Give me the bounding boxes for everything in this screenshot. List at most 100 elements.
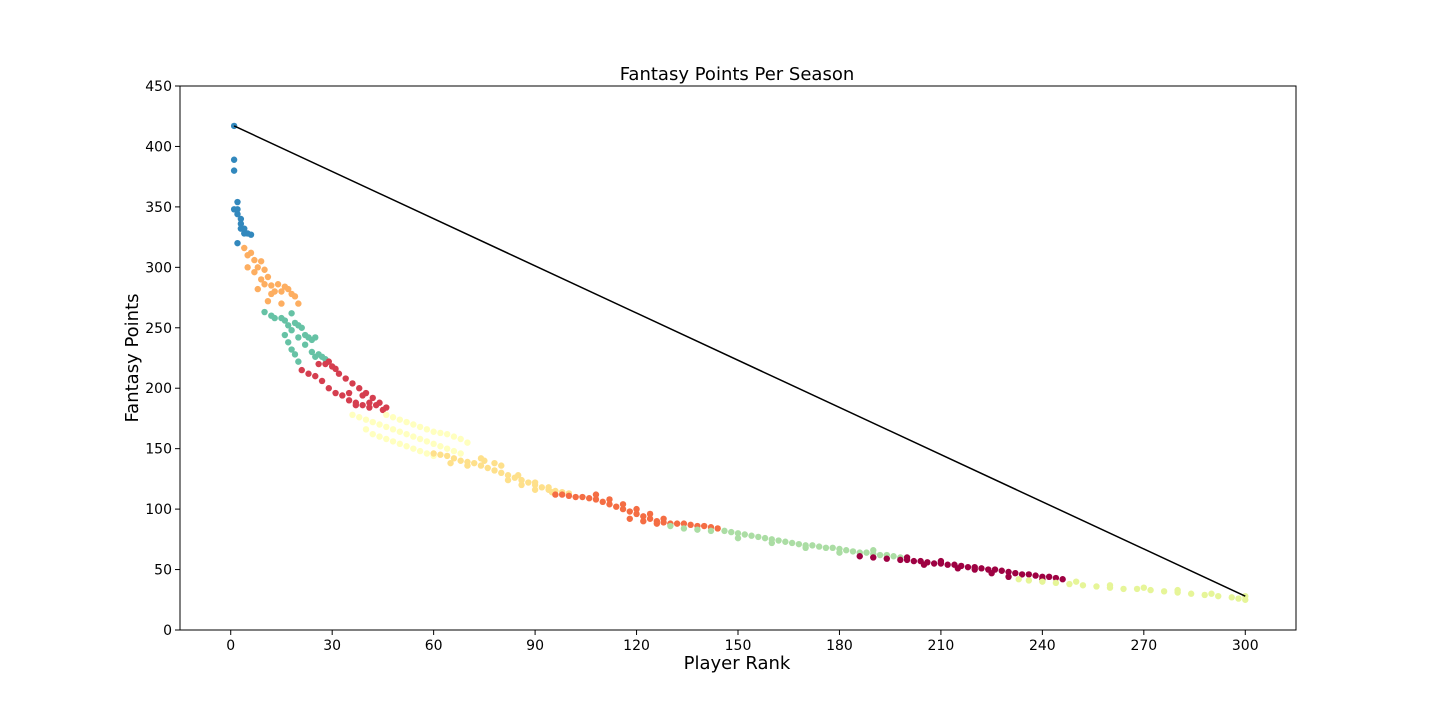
data-point — [565, 492, 573, 500]
data-point — [281, 317, 289, 324]
data-point — [450, 455, 458, 462]
data-point — [288, 346, 295, 353]
data-point — [944, 561, 951, 568]
data-point — [403, 430, 410, 438]
data-point — [257, 258, 265, 265]
data-point — [254, 285, 261, 293]
data-point — [971, 566, 978, 573]
data-point — [359, 392, 366, 399]
data-point — [285, 285, 292, 293]
data-point — [592, 496, 600, 503]
x-tick-label: 0 — [226, 638, 235, 654]
data-point — [1201, 591, 1208, 599]
data-point — [241, 225, 248, 232]
data-point — [856, 553, 863, 560]
data-point — [714, 525, 721, 532]
data-point — [274, 281, 282, 288]
data-point — [484, 464, 491, 472]
data-point — [396, 428, 404, 435]
data-point — [1025, 577, 1033, 584]
data-point — [633, 510, 640, 518]
data-point — [1093, 583, 1100, 590]
data-point — [342, 375, 349, 382]
y-tick-label: 350 — [145, 200, 172, 216]
data-point — [271, 314, 278, 322]
data-point — [788, 539, 796, 547]
x-tick-label: 120 — [623, 638, 650, 654]
data-point — [285, 339, 292, 346]
data-point — [863, 549, 870, 556]
data-point — [278, 300, 285, 307]
data-point — [870, 547, 877, 554]
data-point — [437, 451, 444, 458]
data-point — [558, 491, 566, 498]
data-point — [396, 416, 404, 423]
reference-line — [233, 125, 1246, 597]
data-point — [366, 399, 373, 406]
data-point — [457, 450, 464, 457]
data-point — [592, 491, 600, 498]
data-point — [1012, 569, 1019, 577]
data-point — [450, 433, 458, 440]
data-point — [379, 406, 387, 414]
data-point — [903, 554, 911, 561]
data-point — [230, 122, 238, 130]
data-point — [815, 543, 823, 550]
data-point — [1039, 578, 1046, 585]
data-point — [291, 293, 299, 300]
y-tick-label: 0 — [163, 623, 172, 639]
data-point — [1120, 585, 1127, 593]
data-point — [646, 510, 654, 518]
x-tick-label: 60 — [425, 638, 443, 654]
data-point — [261, 266, 268, 273]
data-point — [308, 348, 316, 356]
data-point — [457, 435, 464, 443]
data-point — [349, 411, 356, 419]
data-point — [545, 484, 552, 491]
chart-title: Fantasy Points Per Season — [620, 64, 855, 85]
data-point — [257, 276, 265, 283]
data-point — [234, 198, 241, 206]
data-point — [552, 491, 559, 498]
data-point — [247, 231, 255, 238]
data-point — [389, 426, 397, 433]
data-point — [237, 215, 245, 223]
x-tick-label: 300 — [1232, 638, 1259, 654]
data-point — [829, 544, 836, 551]
data-point — [430, 428, 437, 435]
reference-line-layer — [233, 125, 1246, 597]
data-point — [447, 459, 454, 467]
y-tick-label: 300 — [145, 260, 172, 276]
data-point — [531, 479, 539, 486]
data-point — [1147, 586, 1154, 594]
data-point — [626, 515, 633, 522]
x-tick-label: 30 — [323, 638, 341, 654]
data-point — [687, 521, 694, 529]
data-point — [920, 561, 928, 568]
data-point — [450, 447, 458, 455]
data-point — [281, 331, 289, 339]
data-point — [1066, 580, 1073, 588]
data-point — [298, 324, 305, 331]
data-point — [437, 429, 444, 437]
data-point — [345, 389, 353, 397]
data-point — [741, 531, 748, 538]
data-point — [356, 385, 363, 392]
data-point — [437, 443, 444, 450]
data-point — [464, 462, 471, 469]
data-point — [978, 565, 985, 572]
data-point — [707, 527, 715, 535]
data-point — [416, 447, 424, 455]
data-point — [423, 426, 431, 433]
data-point — [883, 555, 890, 562]
data-point — [251, 256, 258, 264]
data-point — [518, 481, 525, 489]
data-point — [457, 457, 464, 464]
data-point — [372, 401, 380, 409]
data-point — [389, 414, 397, 421]
data-point — [410, 433, 417, 440]
data-point — [626, 508, 633, 515]
data-point — [396, 440, 404, 448]
data-point — [538, 484, 546, 491]
